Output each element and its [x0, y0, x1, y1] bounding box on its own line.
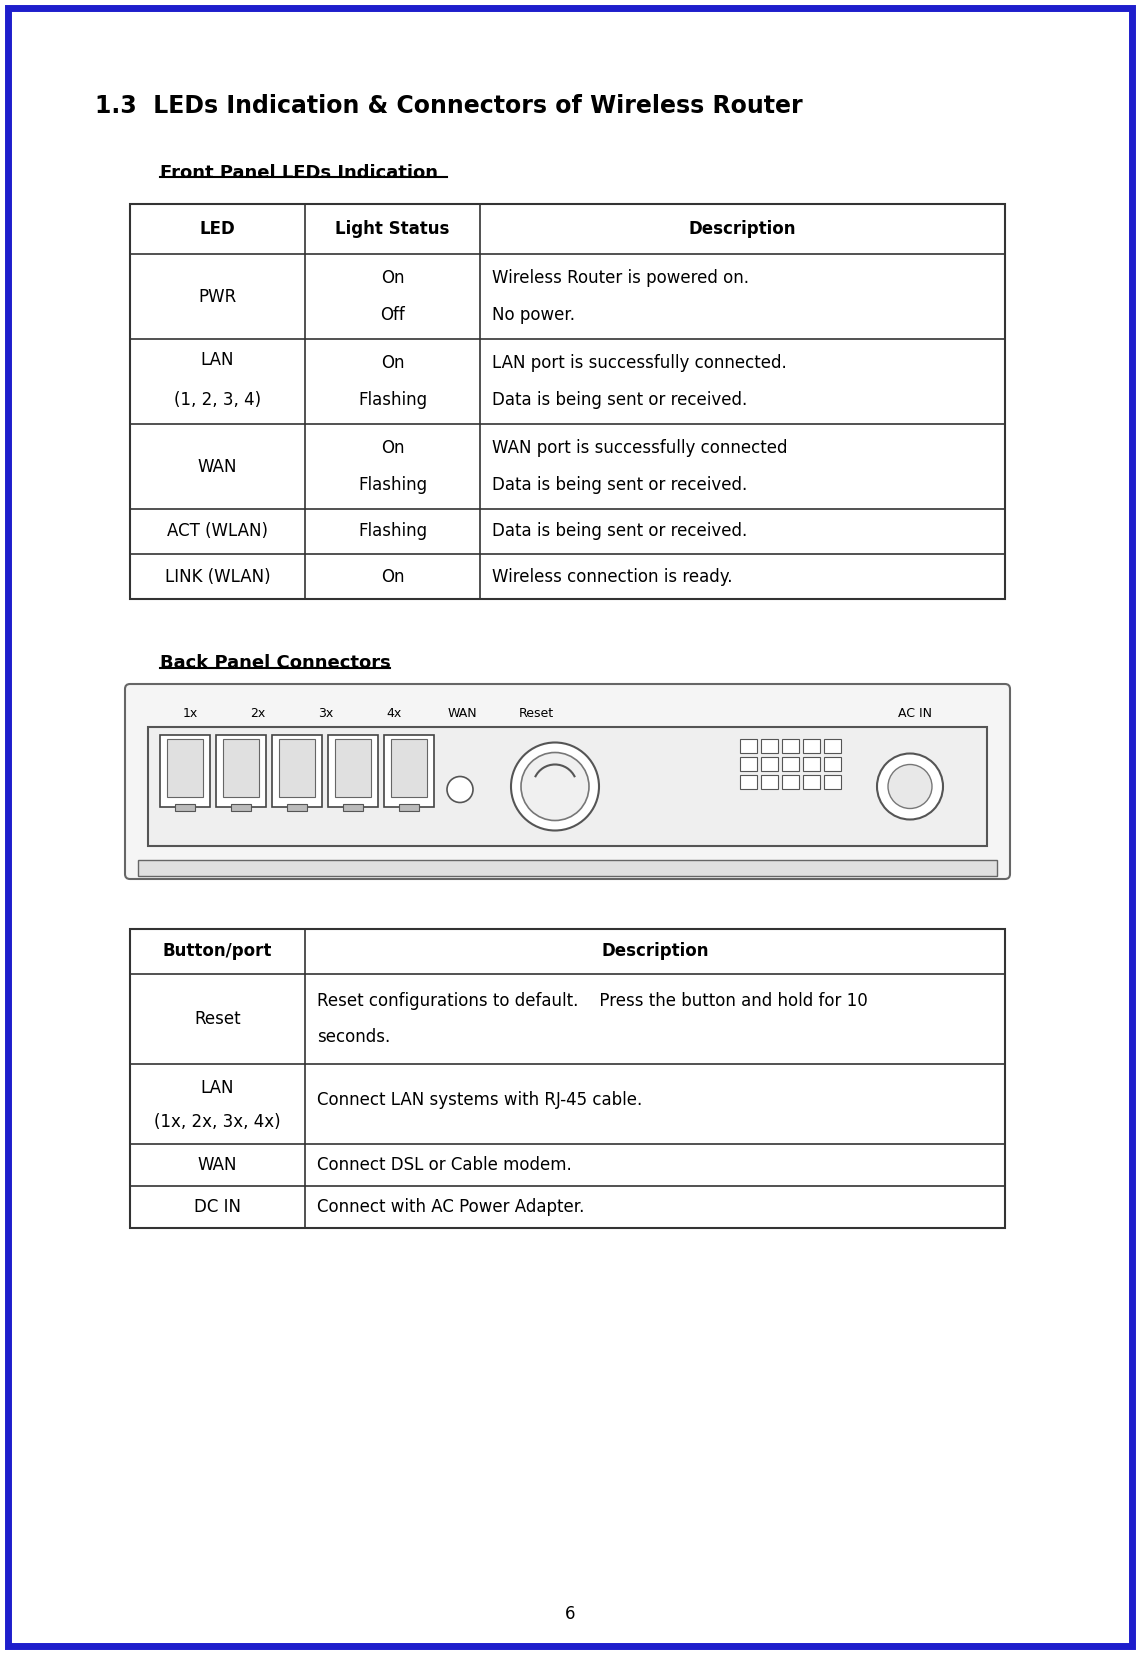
Text: On: On: [381, 567, 405, 586]
Bar: [138, 860, 998, 877]
Text: Front Panel LEDs Indication: Front Panel LEDs Indication: [160, 164, 438, 182]
Text: Data is being sent or received.: Data is being sent or received.: [492, 392, 747, 409]
Circle shape: [447, 776, 473, 802]
Text: Flashing: Flashing: [358, 523, 428, 541]
Text: WAN: WAN: [197, 458, 237, 475]
Text: 3x: 3x: [318, 706, 334, 719]
Bar: [166, 739, 203, 797]
Text: PWR: PWR: [198, 288, 237, 306]
Bar: [391, 739, 428, 797]
Bar: [803, 758, 820, 771]
Text: LAN: LAN: [201, 351, 234, 369]
Text: Connect DSL or Cable modem.: Connect DSL or Cable modem.: [317, 1156, 572, 1174]
Bar: [160, 734, 210, 807]
Bar: [782, 776, 799, 789]
Text: Wireless Router is powered on.: Wireless Router is powered on.: [492, 270, 749, 286]
Text: LAN: LAN: [201, 1078, 234, 1097]
Bar: [343, 804, 363, 810]
Text: 6: 6: [564, 1604, 576, 1623]
Text: Wireless connection is ready.: Wireless connection is ready.: [492, 567, 733, 586]
Text: (1, 2, 3, 4): (1, 2, 3, 4): [174, 392, 261, 409]
Text: AC IN: AC IN: [898, 706, 933, 719]
Bar: [399, 804, 420, 810]
Text: LAN port is successfully connected.: LAN port is successfully connected.: [492, 354, 787, 372]
Bar: [740, 739, 757, 753]
Text: Connect LAN systems with RJ-45 cable.: Connect LAN systems with RJ-45 cable.: [317, 1092, 642, 1108]
Text: WAN port is successfully connected: WAN port is successfully connected: [492, 438, 788, 457]
Bar: [279, 739, 315, 797]
Bar: [740, 758, 757, 771]
Text: On: On: [381, 438, 405, 457]
Bar: [803, 739, 820, 753]
Bar: [762, 739, 777, 753]
Text: On: On: [381, 270, 405, 286]
Text: No power.: No power.: [492, 306, 575, 324]
Text: Flashing: Flashing: [358, 476, 428, 495]
Circle shape: [521, 753, 589, 820]
Text: Off: Off: [380, 306, 405, 324]
Circle shape: [877, 754, 943, 819]
Text: 1.3  LEDs Indication & Connectors of Wireless Router: 1.3 LEDs Indication & Connectors of Wire…: [95, 94, 803, 117]
Bar: [762, 758, 777, 771]
Bar: [287, 804, 307, 810]
Text: Data is being sent or received.: Data is being sent or received.: [492, 523, 747, 541]
Text: On: On: [381, 354, 405, 372]
Circle shape: [511, 743, 598, 830]
Bar: [824, 758, 841, 771]
Text: Description: Description: [689, 220, 796, 238]
Text: LINK (WLAN): LINK (WLAN): [164, 567, 270, 586]
Bar: [215, 734, 266, 807]
Bar: [824, 739, 841, 753]
Bar: [782, 758, 799, 771]
Text: Description: Description: [601, 943, 709, 961]
Text: Data is being sent or received.: Data is being sent or received.: [492, 476, 747, 495]
Text: WAN: WAN: [197, 1156, 237, 1174]
Text: DC IN: DC IN: [194, 1197, 241, 1216]
Text: Reset: Reset: [194, 1011, 241, 1029]
Bar: [762, 776, 777, 789]
Bar: [272, 734, 321, 807]
Text: WAN: WAN: [447, 706, 477, 719]
FancyBboxPatch shape: [125, 685, 1010, 878]
Circle shape: [888, 764, 933, 809]
Bar: [803, 776, 820, 789]
Bar: [740, 776, 757, 789]
Text: (1x, 2x, 3x, 4x): (1x, 2x, 3x, 4x): [154, 1113, 280, 1131]
Bar: [335, 739, 370, 797]
Bar: [782, 739, 799, 753]
Bar: [824, 776, 841, 789]
Text: Button/port: Button/port: [163, 943, 272, 961]
Text: 2x: 2x: [251, 706, 266, 719]
Bar: [223, 739, 259, 797]
Text: LED: LED: [200, 220, 235, 238]
Bar: [148, 728, 987, 845]
Text: Reset configurations to default.    Press the button and hold for 10: Reset configurations to default. Press t…: [317, 992, 868, 1011]
Bar: [176, 804, 195, 810]
Bar: [328, 734, 378, 807]
Text: ACT (WLAN): ACT (WLAN): [166, 523, 268, 541]
Bar: [130, 203, 1005, 599]
Bar: [384, 734, 434, 807]
Text: 1x: 1x: [182, 706, 197, 719]
Text: Connect with AC Power Adapter.: Connect with AC Power Adapter.: [317, 1197, 585, 1216]
Text: Light Status: Light Status: [335, 220, 449, 238]
Text: Back Panel Connectors: Back Panel Connectors: [160, 653, 391, 672]
Bar: [130, 930, 1005, 1227]
Text: seconds.: seconds.: [317, 1029, 390, 1045]
Text: Flashing: Flashing: [358, 392, 428, 409]
Bar: [231, 804, 251, 810]
Text: Reset: Reset: [519, 706, 554, 719]
Text: 4x: 4x: [386, 706, 401, 719]
